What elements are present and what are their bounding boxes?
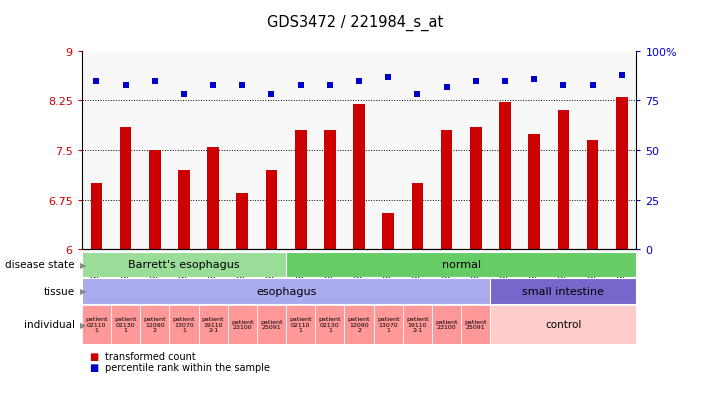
Bar — [198, 305, 228, 344]
Bar — [557, 111, 570, 250]
Point — [528, 76, 540, 83]
Bar — [403, 305, 432, 344]
Bar — [208, 147, 219, 250]
Bar — [324, 131, 336, 250]
Text: tissue: tissue — [43, 286, 75, 296]
Bar — [353, 104, 365, 250]
Bar — [491, 278, 636, 304]
Text: patient
02110
1: patient 02110 1 — [85, 316, 107, 332]
Point — [353, 78, 365, 85]
Text: ■: ■ — [89, 362, 98, 372]
Bar — [499, 103, 510, 250]
Text: patient
19110
2-1: patient 19110 2-1 — [202, 316, 225, 332]
Text: patient
23100: patient 23100 — [231, 319, 254, 330]
Text: patient
23100: patient 23100 — [435, 319, 458, 330]
Bar — [432, 305, 461, 344]
Point — [91, 78, 102, 85]
Bar — [90, 184, 102, 250]
Bar — [82, 252, 286, 278]
Text: patient
19110
2-1: patient 19110 2-1 — [406, 316, 429, 332]
Bar — [169, 305, 198, 344]
Text: ▶: ▶ — [80, 260, 86, 269]
Text: patient
13070
1: patient 13070 1 — [173, 316, 196, 332]
Text: esophagus: esophagus — [256, 286, 316, 296]
Text: disease state: disease state — [5, 260, 75, 270]
Text: patient
02130
1: patient 02130 1 — [114, 316, 137, 332]
Bar — [383, 214, 394, 250]
Point — [499, 78, 510, 85]
Bar — [412, 184, 423, 250]
Text: GDS3472 / 221984_s_at: GDS3472 / 221984_s_at — [267, 14, 444, 31]
Point — [587, 82, 598, 89]
Bar — [616, 98, 628, 250]
Bar — [461, 305, 491, 344]
Bar — [470, 128, 481, 250]
Text: individual: individual — [23, 319, 75, 330]
Point — [470, 78, 481, 85]
Bar — [82, 278, 491, 304]
Text: patient
13070
1: patient 13070 1 — [377, 316, 400, 332]
Point — [324, 82, 336, 89]
Point — [412, 92, 423, 99]
Point — [120, 82, 132, 89]
Text: transformed count: transformed count — [105, 351, 196, 361]
Bar — [587, 141, 599, 250]
Bar — [528, 134, 540, 250]
Bar — [228, 305, 257, 344]
Bar — [441, 131, 452, 250]
Point — [266, 92, 277, 99]
Point — [441, 84, 452, 90]
Text: normal: normal — [442, 260, 481, 270]
Point — [383, 74, 394, 81]
Bar — [491, 305, 636, 344]
Bar — [257, 305, 286, 344]
Bar — [149, 151, 161, 250]
Bar — [315, 305, 344, 344]
Bar — [286, 252, 636, 278]
Text: Barrett's esophagus: Barrett's esophagus — [128, 260, 240, 270]
Text: small intestine: small intestine — [523, 286, 604, 296]
Point — [178, 92, 190, 99]
Point — [208, 82, 219, 89]
Text: control: control — [545, 319, 582, 330]
Text: ▶: ▶ — [80, 287, 86, 296]
Bar — [237, 194, 248, 250]
Bar — [344, 305, 374, 344]
Text: patient
02110
1: patient 02110 1 — [289, 316, 312, 332]
Text: patient
12090
2: patient 12090 2 — [348, 316, 370, 332]
Bar — [111, 305, 140, 344]
Bar — [140, 305, 169, 344]
Point — [616, 72, 627, 79]
Bar — [119, 128, 132, 250]
Text: ■: ■ — [89, 351, 98, 361]
Point — [557, 82, 569, 89]
Bar — [82, 305, 111, 344]
Bar — [295, 131, 306, 250]
Text: patient
02130
1: patient 02130 1 — [319, 316, 341, 332]
Point — [149, 78, 161, 85]
Text: patient
25091: patient 25091 — [464, 319, 487, 330]
Text: percentile rank within the sample: percentile rank within the sample — [105, 362, 269, 372]
Bar — [266, 171, 277, 250]
Bar — [286, 305, 315, 344]
Text: patient
12090
2: patient 12090 2 — [144, 316, 166, 332]
Text: patient
25091: patient 25091 — [260, 319, 283, 330]
Bar — [374, 305, 403, 344]
Point — [295, 82, 306, 89]
Point — [237, 82, 248, 89]
Bar — [178, 171, 190, 250]
Text: ▶: ▶ — [80, 320, 86, 329]
